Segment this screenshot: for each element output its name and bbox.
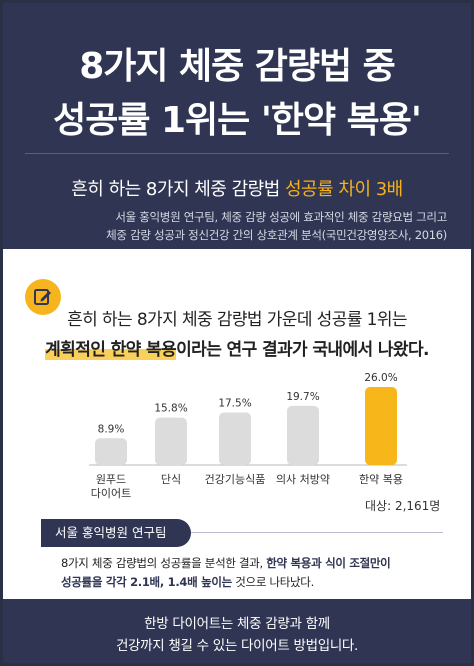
category-label-0-1: 다이어트 [91, 487, 131, 499]
subtitle-highlight: 성공률 차이 3배 [284, 179, 403, 200]
note-l1-b: 한약 복용과 식이 조절만이 [266, 556, 391, 570]
intro-line1: 흔히 하는 8가지 체중 감량법 가운데 성공률 1위는 [67, 310, 407, 330]
tag-divider [191, 532, 443, 533]
note-line2: 성공률을 각각 2.1배, 1.4배 높이는 것으로 나타났다. [61, 574, 314, 590]
bar-1 [155, 417, 187, 465]
category-label-3: 의사 처방약 [276, 472, 330, 486]
bar-2 [219, 412, 251, 465]
intro-line2: 계획적인 한약 복용이라는 연구 결과가 국내에서 나왔다. [3, 335, 471, 360]
intro-line2-rest: 이라는 연구 결과가 국내에서 나왔다. [176, 340, 429, 360]
headline-line1: 8가지 체중 감량법 중 [79, 46, 396, 87]
subtitle-plain: 흔히 하는 8가지 체중 감량법 [71, 179, 285, 200]
note-l2-b: 것으로 나타났다. [231, 575, 314, 589]
note-line1: 8가지 체중 감량법의 성공률을 분석한 결과, 한약 복용과 식이 조절만이 [61, 555, 391, 571]
category-label-4: 한약 복용 [359, 472, 403, 486]
note-l1-a: 8가지 체중 감량법의 성공률을 분석한 결과, [61, 556, 267, 570]
pencil-note-icon [25, 279, 61, 315]
footer-line2: 건강까지 챙길 수 있는 다이어트 방법입니다. [115, 638, 359, 654]
subtitle: 흔히 하는 8가지 체중 감량법 성공률 차이 3배 [3, 175, 471, 201]
research-team-tag: 서울 홍익병원 연구팀 [41, 519, 191, 547]
source-line1: 서울 홍익병원 연구팀, 체중 감량 성공에 효과적인 체중 감량요법 그리고 [115, 210, 447, 224]
category-label-2: 건강기능식품 [205, 473, 266, 486]
intro-highlight: 계획적인 한약 복용 [45, 340, 177, 360]
note-l2-a: 성공률을 각각 2.1배, 1.4배 높이는 [61, 575, 232, 589]
bar-value-label-4: 26.0% [364, 372, 397, 384]
footer-section: 한방 다이어트는 체중 감량과 함께 건강까지 챙길 수 있는 다이어트 방법입… [3, 599, 471, 663]
bar-value-label-1: 15.8% [154, 403, 187, 415]
bar-3 [287, 405, 319, 465]
bar-value-label-2: 17.5% [218, 398, 251, 410]
headline-line2: 성공률 1위는 '한약 복용' [53, 100, 422, 141]
header-divider [25, 153, 449, 154]
category-label-1: 단식 [161, 473, 181, 486]
category-label-0-0: 원푸드 [96, 473, 126, 486]
sample-size: 대상: 2,161명 [365, 499, 441, 513]
bar-4 [365, 387, 397, 465]
footer-line1: 한방 다이어트는 체중 감량과 함께 [144, 616, 330, 632]
header-section: 8가지 체중 감량법 중 성공률 1위는 '한약 복용' 흔히 하는 8가지 체… [3, 3, 471, 249]
bar-value-label-3: 19.7% [286, 391, 319, 403]
source-line2: 체중 감량 성공과 정신건강 간의 상호관계 분석(국민건강영양조사, 2016… [106, 228, 447, 242]
bar-0 [95, 438, 127, 465]
bar-value-label-0: 8.9% [98, 423, 125, 435]
